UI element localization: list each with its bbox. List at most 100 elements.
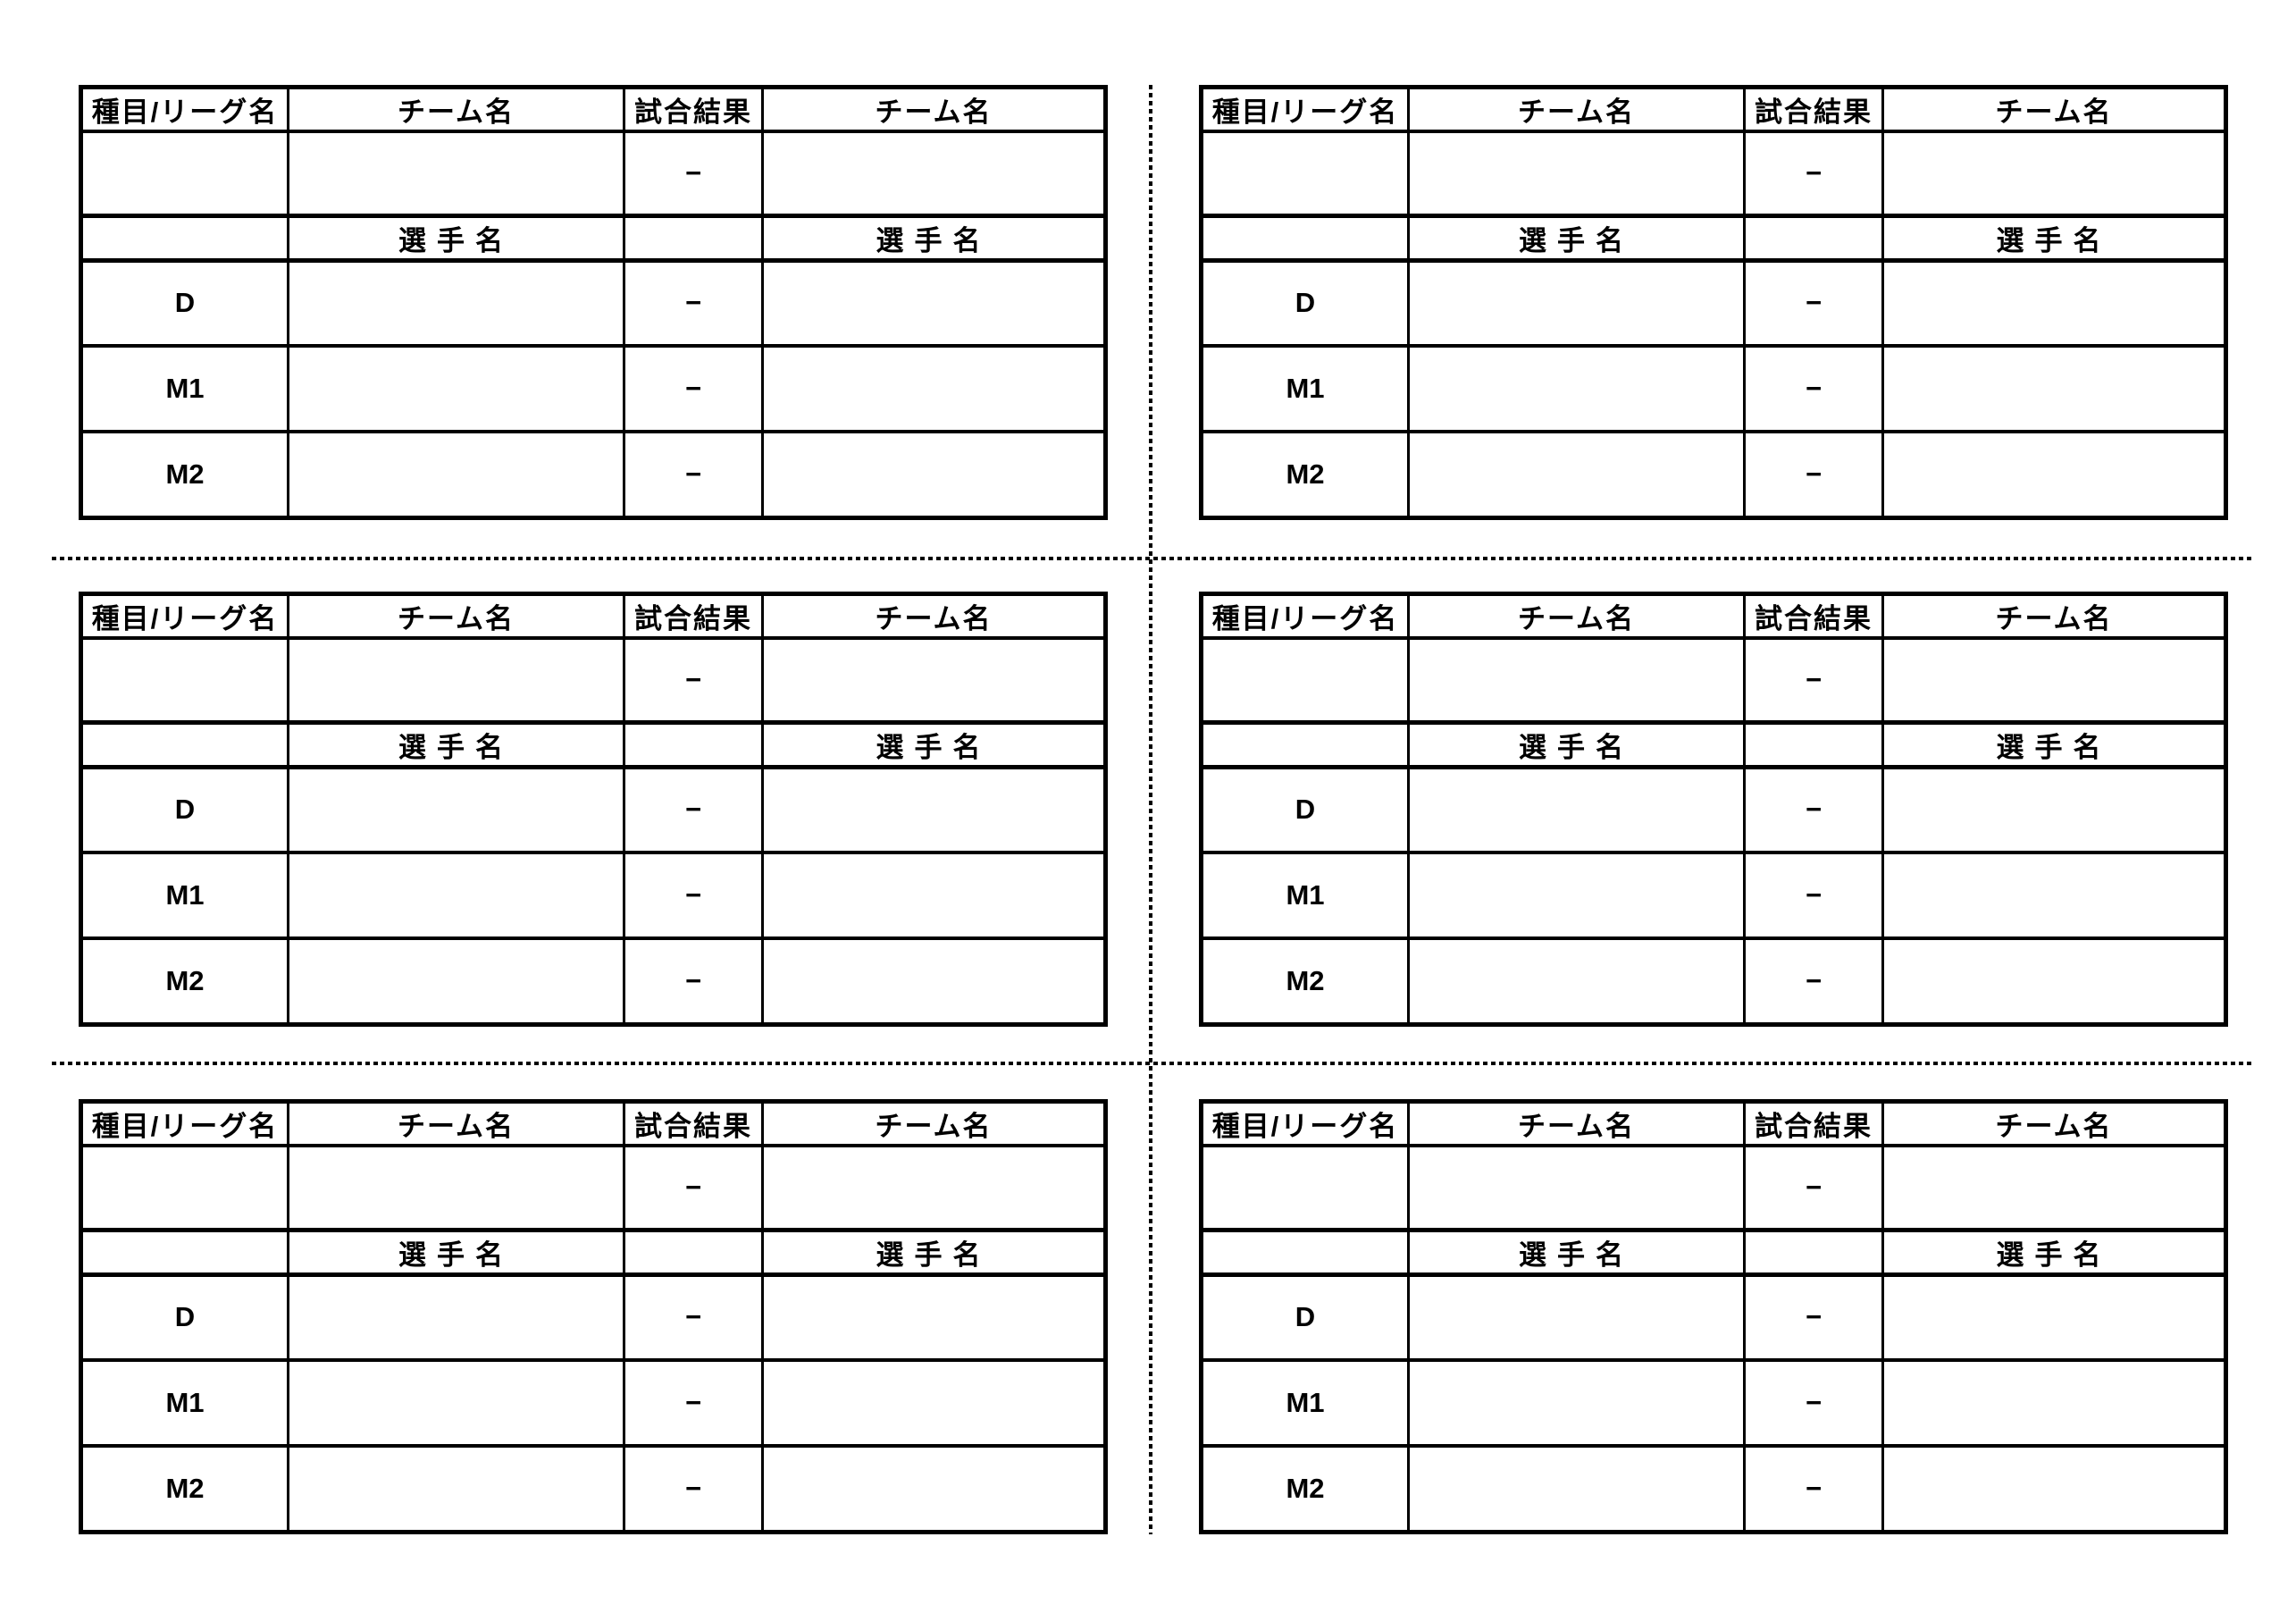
players-away-input-cell[interactable]	[1881, 258, 2227, 348]
players-away-input-cell[interactable]	[1881, 430, 2227, 519]
players-home-input-cell[interactable]	[287, 936, 625, 1026]
match-result-input-cell[interactable]: −	[1743, 1444, 1884, 1533]
match-result-input-cell[interactable]: −	[623, 430, 764, 519]
player-name-header-home: 選手名	[1407, 214, 1746, 263]
event-label-cell-d: D	[80, 258, 289, 348]
match-row-singles2: M2 −	[80, 430, 1107, 519]
players-home-input-cell[interactable]	[1407, 1444, 1746, 1533]
team-result-input-cell[interactable]: −	[1743, 1144, 1884, 1232]
players-home-input-cell[interactable]	[1407, 851, 1746, 940]
players-away-input-cell[interactable]	[1881, 344, 2227, 433]
match-result-input-cell[interactable]: −	[1743, 344, 1884, 433]
team-away-input-cell[interactable]	[761, 130, 1107, 218]
team-away-input-cell[interactable]	[1881, 1144, 2227, 1232]
players-away-input-cell[interactable]	[761, 851, 1107, 940]
players-away-input-cell[interactable]	[761, 344, 1107, 433]
players-away-input-cell[interactable]	[761, 765, 1107, 854]
match-result-input-cell[interactable]: −	[623, 1358, 764, 1448]
match-result-input-cell[interactable]: −	[1743, 258, 1884, 348]
match-result-input-cell[interactable]: −	[623, 1444, 764, 1533]
players-home-input-cell[interactable]	[1407, 344, 1746, 433]
team-result-input-cell[interactable]: −	[623, 130, 764, 218]
players-home-input-cell[interactable]	[1407, 936, 1746, 1026]
players-away-input-cell[interactable]	[761, 1272, 1107, 1362]
players-home-input-cell[interactable]	[1407, 258, 1746, 348]
team-home-input-cell[interactable]	[1407, 130, 1746, 218]
players-away-input-cell[interactable]	[761, 258, 1107, 348]
players-away-input-cell[interactable]	[1881, 1358, 2227, 1448]
team-home-input-cell[interactable]	[287, 1144, 625, 1232]
players-home-input-cell[interactable]	[287, 430, 625, 519]
team-away-input-cell[interactable]	[761, 636, 1107, 725]
team-result-input-cell[interactable]: −	[623, 636, 764, 725]
team-result-input-cell[interactable]: −	[1743, 636, 1884, 725]
event-league-input-cell[interactable]	[80, 1144, 289, 1232]
col-header-team-away: チーム名	[761, 592, 1107, 640]
team-away-input-cell[interactable]	[761, 1144, 1107, 1232]
team-away-input-cell[interactable]	[1881, 636, 2227, 725]
player-name-header-row: 選手名 選手名	[80, 1228, 1107, 1277]
players-home-input-cell[interactable]	[1407, 1272, 1746, 1362]
match-result-input-cell[interactable]: −	[1743, 1272, 1884, 1362]
match-result-input-cell[interactable]: −	[1743, 430, 1884, 519]
col-header-event-league: 種目/リーグ名	[1200, 592, 1410, 640]
match-row-singles2: M2 −	[80, 936, 1107, 1026]
players-home-input-cell[interactable]	[287, 1358, 625, 1448]
players-home-input-cell[interactable]	[1407, 1358, 1746, 1448]
event-label-cell-m2: M2	[1200, 936, 1410, 1026]
event-label-cell-m1: M1	[80, 344, 289, 433]
players-away-input-cell[interactable]	[1881, 765, 2227, 854]
scorecard-bottom-left: 種目/リーグ名 チーム名 試合結果 チーム名 − 選手名 選手名 D −	[79, 1099, 1108, 1534]
team-home-input-cell[interactable]	[1407, 636, 1746, 725]
team-result-input-cell[interactable]: −	[1743, 130, 1884, 218]
players-home-input-cell[interactable]	[1407, 765, 1746, 854]
event-league-input-cell[interactable]	[1200, 636, 1410, 725]
col-header-event-league: 種目/リーグ名	[1200, 1099, 1410, 1147]
match-row-singles2: M2 −	[1200, 936, 2227, 1026]
players-away-input-cell[interactable]	[1881, 1272, 2227, 1362]
match-result-input-cell[interactable]: −	[623, 1272, 764, 1362]
players-away-input-cell[interactable]	[1881, 936, 2227, 1026]
match-row-singles1: M1 −	[1200, 851, 2227, 940]
players-away-input-cell[interactable]	[761, 430, 1107, 519]
event-league-input-cell[interactable]	[80, 130, 289, 218]
match-result-input-cell[interactable]: −	[623, 936, 764, 1026]
team-home-input-cell[interactable]	[1407, 1144, 1746, 1232]
scorecard-header-row: 種目/リーグ名 チーム名 試合結果 チーム名	[1200, 85, 2227, 133]
match-result-input-cell[interactable]: −	[1743, 765, 1884, 854]
players-home-input-cell[interactable]	[287, 1272, 625, 1362]
match-result-input-cell[interactable]: −	[1743, 851, 1884, 940]
players-home-input-cell[interactable]	[287, 344, 625, 433]
event-league-input-cell[interactable]	[1200, 130, 1410, 218]
match-row-singles1: M1 −	[80, 851, 1107, 940]
team-home-input-cell[interactable]	[287, 636, 625, 725]
players-away-input-cell[interactable]	[761, 1358, 1107, 1448]
scorecard-header-row: 種目/リーグ名 チーム名 試合結果 チーム名	[1200, 1099, 2227, 1147]
match-result-input-cell[interactable]: −	[1743, 936, 1884, 1026]
match-result-input-cell[interactable]: −	[623, 258, 764, 348]
players-home-input-cell[interactable]	[287, 765, 625, 854]
col-header-team-home: チーム名	[1407, 85, 1746, 133]
players-away-input-cell[interactable]	[761, 1444, 1107, 1533]
match-result-input-cell[interactable]: −	[623, 344, 764, 433]
players-home-input-cell[interactable]	[287, 258, 625, 348]
team-result-input-cell[interactable]: −	[623, 1144, 764, 1232]
team-home-input-cell[interactable]	[287, 130, 625, 218]
players-away-input-cell[interactable]	[1881, 851, 2227, 940]
match-result-input-cell[interactable]: −	[623, 765, 764, 854]
event-league-input-cell[interactable]	[1200, 1144, 1410, 1232]
event-league-input-cell[interactable]	[80, 636, 289, 725]
scorecard-middle-left: 種目/リーグ名 チーム名 試合結果 チーム名 − 選手名 選手名 D −	[79, 592, 1108, 1027]
team-away-input-cell[interactable]	[1881, 130, 2227, 218]
col-header-team-away: チーム名	[1881, 85, 2227, 133]
players-away-input-cell[interactable]	[1881, 1444, 2227, 1533]
players-home-input-cell[interactable]	[287, 851, 625, 940]
match-result-input-cell[interactable]: −	[623, 851, 764, 940]
players-away-input-cell[interactable]	[761, 936, 1107, 1026]
col-header-match-result: 試合結果	[623, 1099, 764, 1147]
player-name-header-row: 選手名 選手名	[1200, 214, 2227, 263]
match-row-singles1: M1 −	[1200, 1358, 2227, 1448]
players-home-input-cell[interactable]	[287, 1444, 625, 1533]
players-home-input-cell[interactable]	[1407, 430, 1746, 519]
match-result-input-cell[interactable]: −	[1743, 1358, 1884, 1448]
